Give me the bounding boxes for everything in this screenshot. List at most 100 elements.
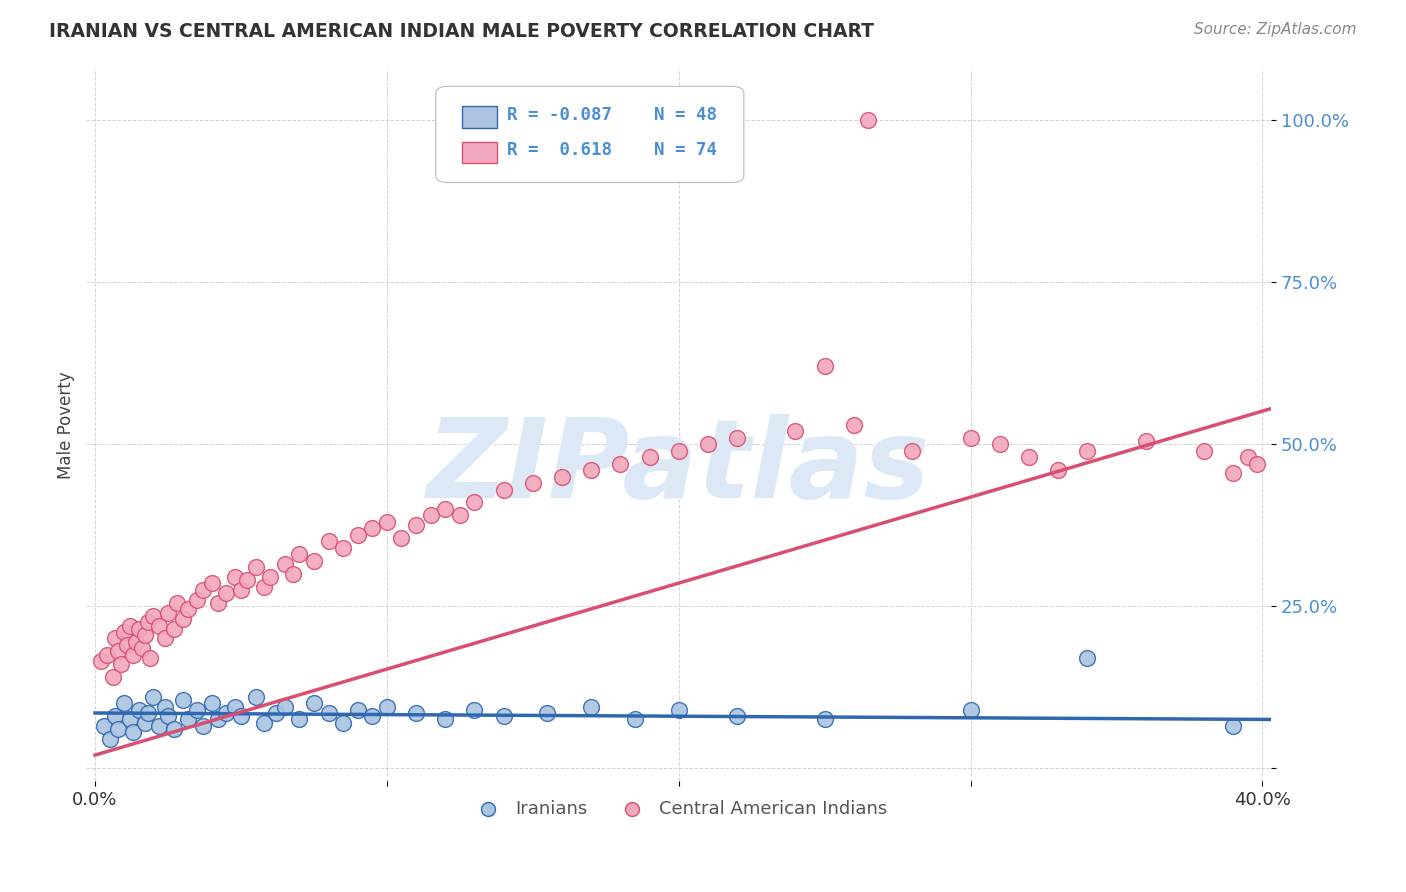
Point [988, 437, 1011, 451]
Point [318, 534, 340, 549]
Point [122, 648, 145, 662]
Point [172, 612, 194, 626]
Point [638, 450, 661, 464]
Point [153, 632, 176, 646]
Point [1076, 651, 1098, 665]
Legend: Iranians, Central American Indians: Iranians, Central American Indians [463, 793, 894, 825]
Point [142, 690, 165, 704]
Point [579, 463, 602, 477]
Point [191, 719, 214, 733]
Point [253, 715, 276, 730]
Text: R = -0.087    N = 48: R = -0.087 N = 48 [508, 106, 717, 124]
Point [163, 722, 186, 736]
Point [172, 693, 194, 707]
Point [1236, 450, 1258, 464]
Point [274, 557, 297, 571]
Point [1246, 457, 1268, 471]
Point [104, 632, 127, 646]
Point [215, 586, 238, 600]
Point [318, 706, 340, 720]
Point [120, 618, 142, 632]
Point [110, 657, 132, 672]
Point [166, 596, 188, 610]
Text: ZIPatlas: ZIPatlas [427, 414, 931, 521]
Point [207, 713, 229, 727]
Point [112, 696, 135, 710]
Point [361, 709, 384, 723]
Point [136, 706, 159, 720]
Point [134, 628, 156, 642]
FancyBboxPatch shape [436, 87, 744, 183]
Point [842, 417, 865, 432]
Point [391, 531, 413, 545]
Point [302, 554, 325, 568]
Point [492, 483, 515, 497]
Point [522, 476, 544, 491]
Point [1135, 434, 1157, 448]
Point [98, 731, 121, 746]
Point [1222, 467, 1244, 481]
Point [148, 719, 170, 733]
Point [245, 690, 267, 704]
Point [346, 528, 368, 542]
Point [725, 709, 748, 723]
Point [1192, 443, 1215, 458]
Point [463, 495, 485, 509]
Point [163, 622, 186, 636]
Point [264, 706, 287, 720]
Point [1222, 719, 1244, 733]
Point [104, 709, 127, 723]
Point [1047, 463, 1070, 477]
Point [156, 606, 179, 620]
Point [122, 725, 145, 739]
Point [134, 715, 156, 730]
Point [224, 570, 246, 584]
Point [90, 654, 112, 668]
Point [115, 638, 138, 652]
Point [177, 602, 200, 616]
Point [434, 713, 457, 727]
Point [288, 713, 311, 727]
Point [813, 713, 835, 727]
Point [332, 541, 354, 555]
Point [120, 713, 142, 727]
Point [101, 670, 124, 684]
Point [215, 706, 238, 720]
Point [142, 608, 165, 623]
Point [785, 424, 807, 438]
Point [463, 703, 485, 717]
Point [332, 715, 354, 730]
Point [361, 521, 384, 535]
Point [434, 502, 457, 516]
Point [551, 469, 574, 483]
Point [125, 634, 148, 648]
Point [302, 696, 325, 710]
Point [959, 703, 981, 717]
Point [156, 709, 179, 723]
Point [131, 641, 153, 656]
Point [201, 576, 224, 591]
Point [128, 703, 150, 717]
Point [186, 592, 208, 607]
Point [405, 518, 427, 533]
Point [375, 699, 398, 714]
Point [177, 713, 200, 727]
Point [579, 699, 602, 714]
Point [229, 709, 252, 723]
Point [668, 703, 690, 717]
Point [959, 431, 981, 445]
Point [148, 618, 170, 632]
Point [191, 582, 214, 597]
Point [229, 582, 252, 597]
Point [375, 515, 398, 529]
Bar [463, 106, 498, 128]
Point [283, 566, 305, 581]
Point [136, 615, 159, 630]
Point [405, 706, 427, 720]
Point [186, 703, 208, 717]
Point [288, 547, 311, 561]
Point [107, 644, 129, 658]
Y-axis label: Male Poverty: Male Poverty [58, 371, 75, 479]
Point [696, 437, 718, 451]
Point [449, 508, 471, 523]
